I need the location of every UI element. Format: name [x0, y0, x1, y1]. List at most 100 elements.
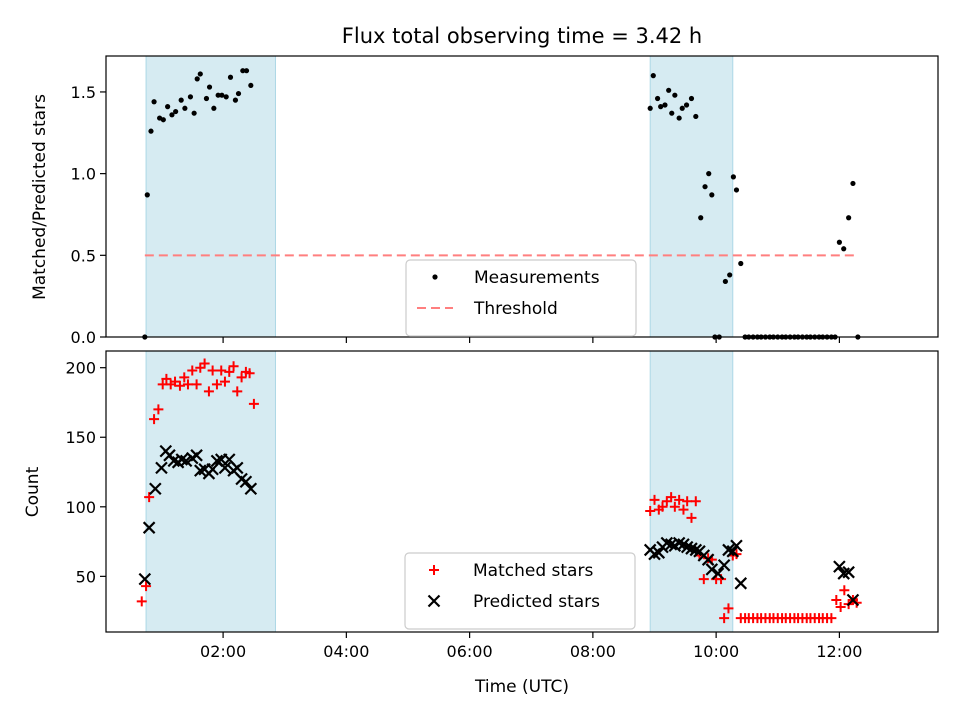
matched-stars-point [826, 613, 837, 624]
matched-stars-point [236, 372, 247, 383]
measurement-point [148, 128, 154, 134]
legend-entry-label: Matched stars [473, 561, 593, 581]
measurement-point [169, 112, 175, 118]
shaded-region [649, 350, 734, 633]
predicted-stars-point [722, 543, 735, 557]
legend-entry-label: Threshold [473, 299, 558, 319]
matched-stars-point [228, 361, 239, 372]
matched-stars-point [199, 358, 210, 369]
matched-stars-point [174, 380, 185, 391]
measurement-point [243, 68, 250, 74]
x-tick-label: 10:00 [693, 642, 739, 661]
measurement-point [187, 94, 194, 100]
predicted-stars-point [734, 577, 748, 590]
predicted-stars-point [190, 449, 203, 462]
matched-stars-point [669, 501, 680, 512]
measurement-point [144, 192, 150, 198]
matched-stars-point [161, 373, 172, 384]
matched-stars-point [179, 372, 190, 383]
matched-stars-point [136, 596, 147, 607]
predicted-stars-point [660, 536, 674, 550]
predicted-stars-point [685, 542, 698, 555]
measurement-point [738, 260, 744, 267]
y-tick-label: 0.5 [71, 246, 96, 265]
y-tick-label: 50 [76, 567, 96, 586]
measurement-point [211, 105, 217, 111]
predicted-stars-point [175, 453, 189, 466]
measurement-point [165, 104, 171, 110]
matched-stars-point [682, 496, 693, 507]
y-tick-label: 1.0 [71, 165, 96, 184]
measurement-point [203, 95, 210, 102]
x-tick-label: 08:00 [570, 642, 616, 661]
x-tick-label: 02:00 [200, 642, 246, 661]
matched-stars-point [144, 492, 155, 503]
predicted-stars-point [179, 454, 193, 468]
measurement-point [841, 246, 847, 252]
measurement-point [215, 92, 221, 98]
bottom-y-axis-label: Count [23, 466, 43, 517]
legend-box [405, 259, 637, 337]
predicted-stars-point [701, 553, 715, 566]
axes-frame [105, 350, 939, 633]
predicted-stars-point [194, 464, 207, 477]
matched-stars-point [191, 379, 202, 390]
y-tick-label: 100 [65, 498, 96, 517]
measurement-point [706, 171, 712, 177]
measurement-point [240, 68, 246, 74]
measurement-point [232, 97, 239, 103]
legend-entry-label: Predicted stars [473, 592, 600, 612]
measurement-point [709, 192, 715, 198]
matched-stars-point [141, 581, 152, 592]
top-y-axis-label: Matched/Predicted stars [30, 94, 50, 300]
matched-stars-point [723, 603, 734, 614]
axes-frame [105, 55, 939, 338]
legend-box [404, 552, 636, 630]
shaded-region [145, 350, 276, 633]
x-axis-label: Time (UTC) [474, 677, 569, 697]
legend-matched-marker [429, 565, 439, 575]
predicted-stars-point [711, 567, 725, 580]
measurement-point [836, 239, 842, 245]
matched-stars-point [666, 492, 677, 503]
x-tick-label: 12:00 [816, 642, 862, 661]
predicted-stars-point [230, 461, 244, 475]
y-tick-label: 1.5 [71, 83, 96, 102]
matched-stars-point [187, 365, 198, 376]
matched-stars-point [698, 574, 709, 585]
measurement-point [658, 104, 664, 110]
predicted-stars-point [833, 560, 846, 573]
matched-stars-point [224, 366, 235, 377]
measurement-point [235, 90, 242, 97]
predicted-stars-point [206, 462, 219, 476]
matched-stars-point [219, 376, 230, 387]
y-tick-label: 150 [65, 428, 96, 447]
matched-stars-point [207, 365, 218, 376]
measurement-point [227, 74, 234, 80]
measurement-point [194, 76, 200, 82]
matched-stars-point [244, 368, 255, 379]
matched-stars-point [211, 379, 222, 390]
matched-stars-point [649, 494, 660, 505]
chart-title: Flux total observing time = 3.42 h [342, 24, 702, 48]
predicted-stars-point [846, 593, 860, 607]
measurement-point [182, 105, 188, 111]
predicted-stars-point [142, 521, 156, 534]
predicted-stars-point [239, 475, 253, 489]
measurement-point [160, 117, 166, 123]
y-tick-label: 200 [65, 359, 96, 378]
predicted-stars-point [155, 461, 168, 475]
matched-stars-point [674, 494, 685, 505]
predicted-stars-point [842, 565, 855, 579]
measurement-point [173, 108, 179, 115]
legend-measurement-marker [432, 274, 438, 280]
x-tick-label: 04:00 [323, 642, 369, 661]
predicted-stars-point [689, 543, 703, 557]
predicted-stars-point [730, 539, 743, 553]
measurement-point [702, 184, 708, 190]
matched-stars-point [835, 601, 846, 612]
measurement-point [219, 92, 225, 98]
matched-stars-point [645, 505, 656, 516]
predicted-stars-point [672, 536, 686, 550]
